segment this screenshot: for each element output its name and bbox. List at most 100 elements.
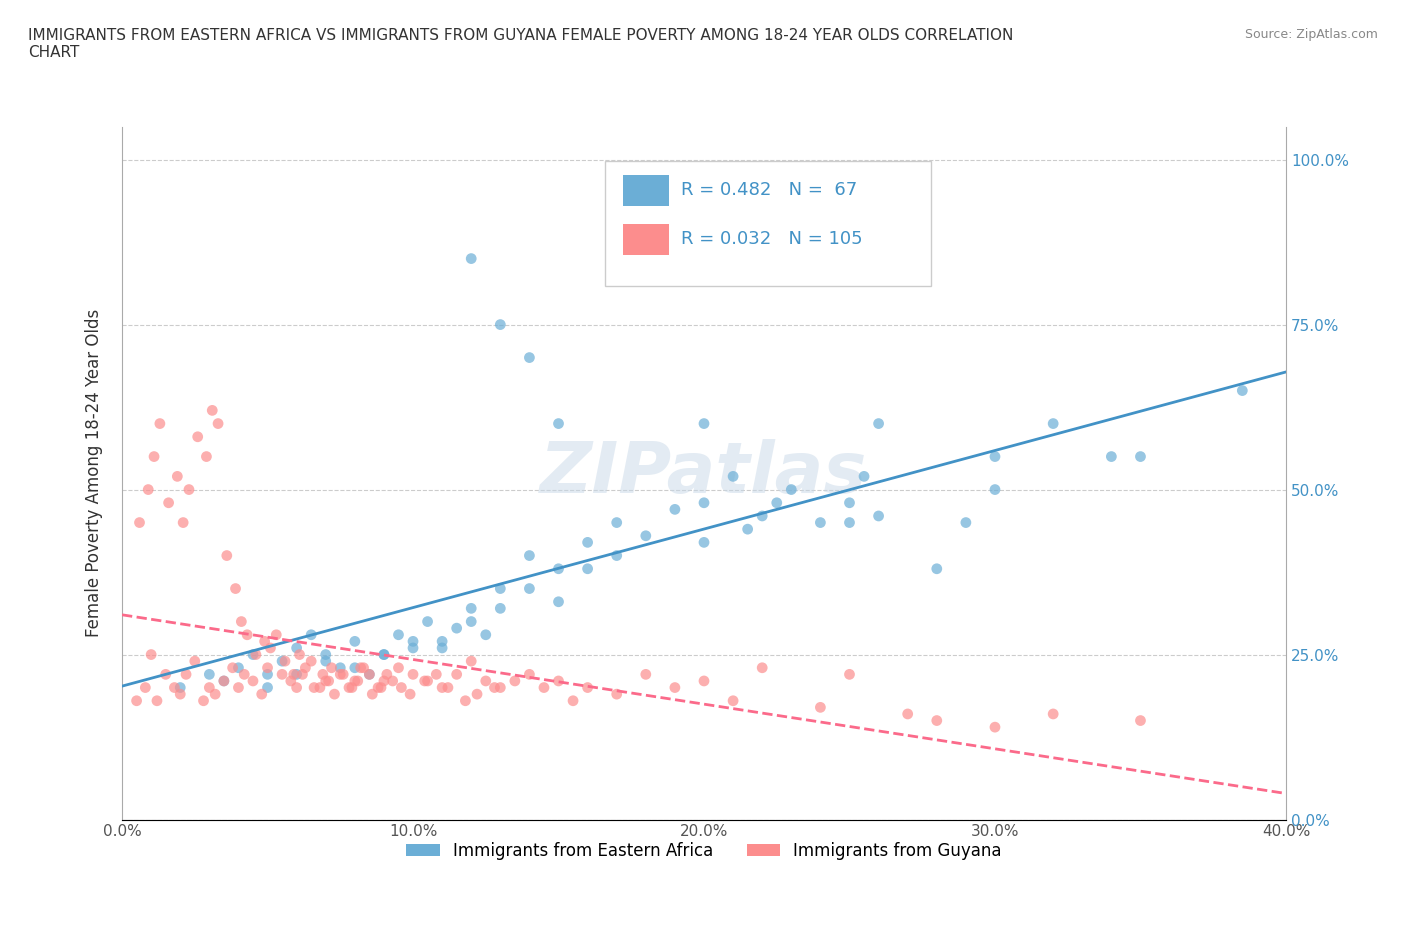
Point [250,686,273,701]
Point [984,482,1007,497]
Point [315,654,337,669]
Point [533,680,555,695]
Point [264,628,287,643]
Point [454,693,477,708]
Point [389,680,412,695]
Point [751,509,773,524]
Point [606,686,628,701]
Point [166,469,188,484]
Point [172,515,194,530]
Point [256,680,278,695]
Point [897,707,920,722]
Point [460,614,482,629]
Point [198,667,221,682]
Point [402,641,425,656]
Point [285,680,308,695]
Point [299,654,322,669]
Point [318,673,340,688]
Text: ZIPatlas: ZIPatlas [540,439,868,508]
Point [693,673,716,688]
Point [353,660,375,675]
Point [1042,416,1064,431]
Point [387,660,409,675]
Point [337,680,360,695]
Point [955,515,977,530]
Point [283,667,305,682]
Point [437,680,460,695]
Point [236,628,259,643]
Point [177,482,200,497]
Point [343,660,366,675]
Point [446,667,468,682]
Text: R = 0.482   N =  67: R = 0.482 N = 67 [681,181,858,199]
Legend: Immigrants from Eastern Africa, Immigrants from Guyana: Immigrants from Eastern Africa, Immigran… [399,835,1008,867]
Text: IMMIGRANTS FROM EASTERN AFRICA VS IMMIGRANTS FROM GUYANA FEMALE POVERTY AMONG 18: IMMIGRANTS FROM EASTERN AFRICA VS IMMIGR… [28,28,1014,60]
Point [228,680,250,695]
Point [373,647,395,662]
Point [285,667,308,682]
Point [765,496,787,511]
Point [332,667,354,682]
Point [547,562,569,577]
Point [195,449,218,464]
Point [221,660,243,675]
Point [606,515,628,530]
Point [489,601,512,616]
Point [1232,383,1254,398]
Point [751,660,773,675]
Point [315,673,337,688]
Point [256,660,278,675]
Point [340,680,363,695]
Point [343,634,366,649]
Point [361,686,384,701]
Point [489,680,512,695]
Point [838,496,860,511]
Point [233,667,256,682]
FancyBboxPatch shape [605,161,931,286]
Point [519,667,541,682]
Point [125,693,148,708]
Point [576,535,599,550]
Point [280,673,302,688]
Point [664,502,686,517]
Point [228,660,250,675]
Point [346,673,368,688]
Point [141,647,163,662]
Point [503,673,526,688]
Point [215,548,238,563]
Point [231,614,253,629]
Point [465,686,488,701]
Point [634,667,657,682]
Point [242,647,264,662]
Point [576,562,599,577]
Point [838,515,860,530]
Point [1129,449,1152,464]
Text: Source: ZipAtlas.com: Source: ZipAtlas.com [1244,28,1378,41]
Point [136,482,159,497]
Point [460,601,482,616]
Point [474,673,496,688]
Point [207,416,229,431]
Point [416,614,439,629]
Point [359,667,381,682]
Point [323,686,346,701]
Point [309,680,332,695]
Point [460,251,482,266]
Point [484,680,506,695]
Point [242,673,264,688]
Point [212,673,235,688]
Point [350,660,373,675]
Point [381,673,404,688]
Point [737,522,759,537]
FancyBboxPatch shape [623,223,669,255]
Point [489,581,512,596]
Point [291,667,314,682]
Point [271,667,294,682]
Point [721,469,744,484]
Point [460,654,482,669]
Point [259,641,281,656]
Point [853,469,876,484]
Point [416,673,439,688]
Point [274,654,297,669]
Point [315,647,337,662]
